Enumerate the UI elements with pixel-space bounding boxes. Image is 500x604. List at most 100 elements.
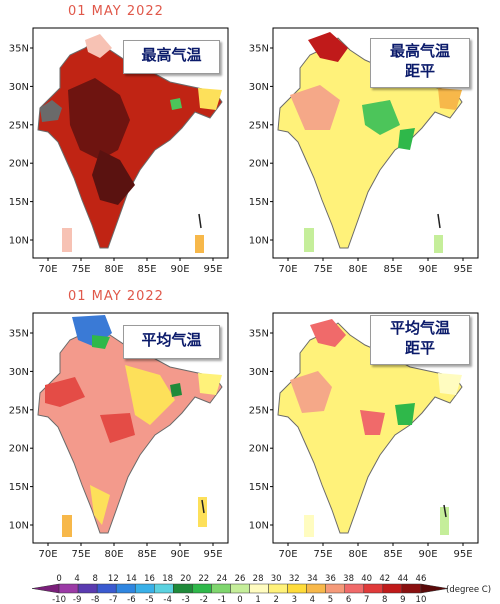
panel-label-tmean-anom: 平均气温 距平 bbox=[370, 315, 470, 365]
colorbar-top-label: 20 bbox=[180, 574, 191, 584]
colorbar-swatch bbox=[344, 583, 365, 594]
islands-west bbox=[62, 228, 72, 252]
lon-tick-label: 75E bbox=[71, 549, 90, 560]
west-warm bbox=[290, 85, 340, 130]
colorbar-swatch bbox=[211, 583, 231, 594]
lon-tick-label: 95E bbox=[203, 549, 222, 560]
lat-tick-label: 20N bbox=[9, 444, 29, 455]
axis-lat: 35N 30N 25N 20N 15N 10N bbox=[9, 329, 33, 532]
lon-tick-label: 85E bbox=[137, 264, 156, 275]
colorbar-top-label: 26 bbox=[235, 574, 246, 584]
colorbar-swatch bbox=[154, 583, 174, 594]
lon-tick-label: 70E bbox=[278, 264, 297, 275]
lon-tick-label: 80E bbox=[348, 549, 367, 560]
north-warm bbox=[310, 319, 346, 347]
lon-tick-label: 90E bbox=[170, 549, 189, 560]
lon-tick-label: 85E bbox=[137, 549, 156, 560]
lat-tick-label: 20N bbox=[249, 159, 269, 170]
northeast-pale bbox=[438, 373, 462, 395]
colorbar-bottom-label: 2 bbox=[273, 595, 278, 604]
map-tmean: 35N 30N 25N 20N 15N 10N 70E 75E 80E 85E 90E 95E bbox=[9, 312, 229, 560]
colorbar-swatch bbox=[31, 583, 60, 594]
lon-tick-label: 95E bbox=[453, 549, 472, 560]
lat-tick-label: 15N bbox=[249, 482, 269, 493]
colorbar-bottom-label: -9 bbox=[73, 595, 81, 604]
lon-tick-label: 75E bbox=[71, 264, 90, 275]
green-spot bbox=[170, 383, 182, 397]
islands-east bbox=[195, 235, 204, 253]
lat-tick-label: 20N bbox=[9, 159, 29, 170]
islands-east-line bbox=[437, 213, 441, 229]
northeast-yellow bbox=[198, 373, 222, 395]
panel-label-tmax: 最高气温 bbox=[123, 40, 220, 74]
east-green-2 bbox=[398, 128, 415, 150]
lat-tick-label: 30N bbox=[249, 82, 269, 93]
central-hot bbox=[100, 413, 135, 443]
islands-east-line bbox=[198, 213, 202, 229]
axis-lon: 70E 75E 80E 85E 90E 95E bbox=[38, 258, 223, 275]
lon-tick-label: 80E bbox=[104, 549, 123, 560]
islands-east bbox=[440, 507, 449, 535]
colorbar-bottom-label: 8 bbox=[382, 595, 387, 604]
colorbar-bottom-label: 9 bbox=[400, 595, 405, 604]
northeast-yellow bbox=[198, 88, 222, 110]
colorbar-top-label: 16 bbox=[144, 574, 155, 584]
islands-east bbox=[198, 497, 207, 527]
axis-lon: 70E 75E 80E 85E 90E 95E bbox=[38, 543, 223, 560]
map-panel-tmax-anom: 35N 30N 25N 20N 15N 10N 70E 75E 80E 85E 90E 95E 最高… bbox=[249, 0, 500, 285]
lat-tick-label: 25N bbox=[249, 405, 269, 416]
colorbar-swatch bbox=[230, 583, 250, 594]
colorbar-top-label: 40 bbox=[361, 574, 372, 584]
colorbar-top-label: 46 bbox=[416, 574, 427, 584]
lat-tick-label: 10N bbox=[249, 236, 269, 247]
colorbar-swatch bbox=[58, 583, 79, 594]
colorbar-bottom-label: -5 bbox=[145, 595, 153, 604]
west-warm bbox=[290, 371, 332, 413]
colorbar-bottom-label: 7 bbox=[364, 595, 369, 604]
lat-tick-label: 35N bbox=[249, 44, 269, 55]
colorbar-bottom-label: -1 bbox=[218, 595, 226, 604]
panel-label-tmax-anom: 最高气温 距平 bbox=[370, 38, 470, 88]
lat-tick-label: 25N bbox=[249, 120, 269, 131]
lat-tick-label: 25N bbox=[9, 120, 29, 131]
colorbar-bottom-label: 1 bbox=[255, 595, 260, 604]
colorbar: 0 4 8 12 14 16 18 20 22 24 26 28 30 32 34 36 38 40 42 44 46-… bbox=[0, 570, 500, 604]
lon-tick-label: 90E bbox=[418, 264, 437, 275]
title-bottom: 01 MAY 2022 bbox=[68, 289, 164, 304]
lon-tick-label: 75E bbox=[313, 549, 332, 560]
axis-lat: 35N 30N 25N 20N 15N 10N bbox=[249, 44, 273, 247]
colorbar-top-label: 0 bbox=[56, 574, 61, 584]
land-outline bbox=[277, 319, 463, 537]
colorbar-bottom-label: 10 bbox=[416, 595, 427, 604]
east-green bbox=[362, 100, 400, 135]
north-hot bbox=[308, 32, 348, 62]
axis-lon: 70E 75E 80E 85E 90E 95E bbox=[278, 543, 473, 560]
lon-tick-label: 95E bbox=[453, 264, 472, 275]
colorbar-bottom-label: 4 bbox=[310, 595, 315, 604]
colorbar-swatch bbox=[287, 583, 307, 594]
colorbar-swatch bbox=[115, 583, 136, 594]
axis-lat: 35N 30N 25N 20N 15N 10N bbox=[249, 329, 273, 532]
lon-tick-label: 90E bbox=[170, 264, 189, 275]
lat-tick-label: 30N bbox=[249, 367, 269, 378]
colorbar-swatch bbox=[134, 583, 155, 594]
lat-tick-label: 35N bbox=[9, 44, 29, 55]
islands-east bbox=[434, 235, 443, 253]
colorbar-bottom-label: -2 bbox=[200, 595, 208, 604]
islands-west bbox=[304, 228, 314, 252]
east-green bbox=[395, 403, 415, 425]
colorbar-bottom-label: -6 bbox=[127, 595, 135, 604]
colorbar-swatch bbox=[363, 583, 384, 594]
lat-tick-label: 25N bbox=[9, 405, 29, 416]
lon-tick-label: 90E bbox=[418, 549, 437, 560]
islands-east-line bbox=[443, 504, 447, 518]
north-cool bbox=[85, 34, 112, 58]
central-warm bbox=[360, 410, 385, 435]
colorbar-swatch bbox=[420, 583, 449, 594]
colorbar-swatch bbox=[306, 583, 326, 594]
colorbar-bottom-label: -8 bbox=[91, 595, 99, 604]
lat-tick-label: 10N bbox=[9, 236, 29, 247]
colorbar-top-label: 12 bbox=[108, 574, 119, 584]
lon-tick-label: 80E bbox=[348, 264, 367, 275]
hot-core-south bbox=[92, 150, 135, 205]
